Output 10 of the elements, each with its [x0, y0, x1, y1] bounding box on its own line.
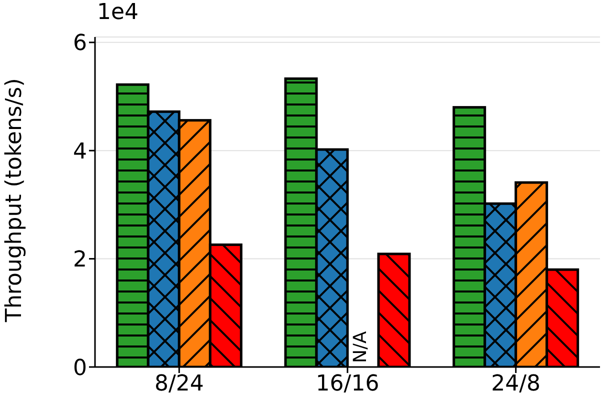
annotation: N/A [350, 330, 371, 363]
x-tick-label: 8/24 [154, 372, 204, 397]
y-axis-title: Throughput (tokens/s) [2, 78, 27, 323]
x-tick-label: 24/8 [491, 372, 541, 397]
y-tick-label: 6 [73, 31, 87, 56]
y-tick-label: 4 [73, 139, 87, 164]
x-tick-label: 16/16 [316, 372, 380, 397]
text: 1e4 [97, 0, 139, 25]
y-tick-label: 2 [73, 248, 87, 273]
y-tick-label: 0 [73, 356, 87, 381]
